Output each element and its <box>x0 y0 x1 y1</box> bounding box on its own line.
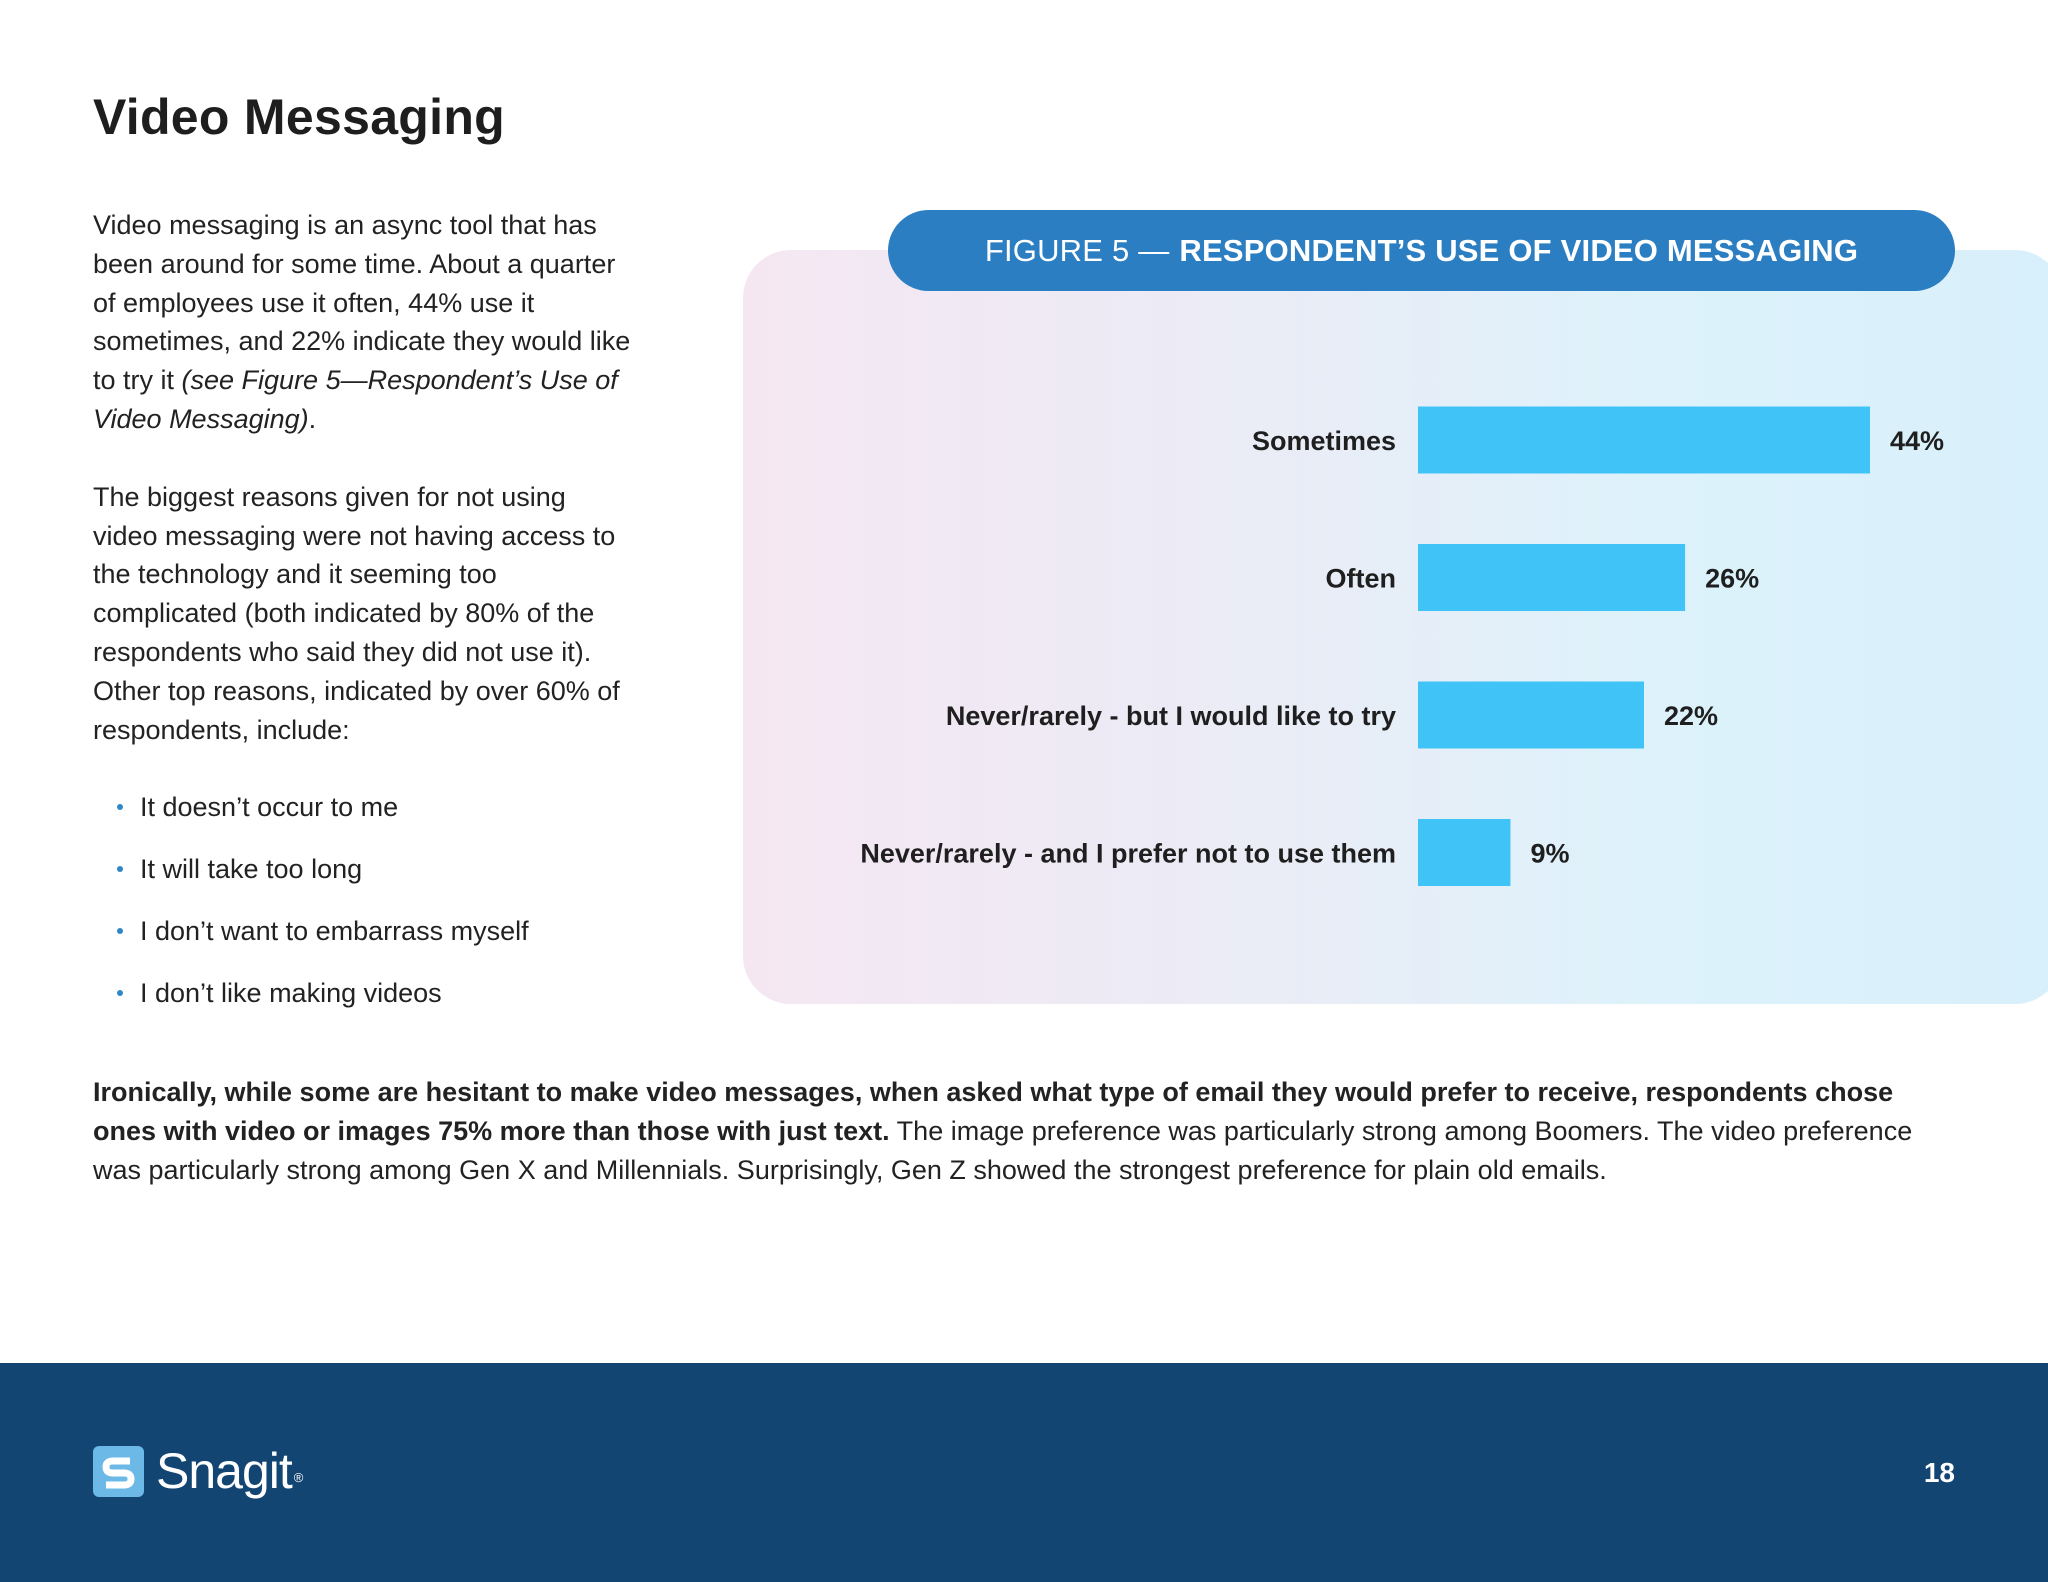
reasons-paragraph: The biggest reasons given for not using … <box>93 481 620 745</box>
reasons-list: It doesn’t occur to me It will take too … <box>93 788 633 1012</box>
list-item: It doesn’t occur to me <box>93 788 633 826</box>
category-label: Often <box>1326 564 1397 594</box>
closing-text: The image preference was particularly st… <box>93 1115 1913 1185</box>
snagit-logo-icon <box>93 1445 144 1497</box>
logo-wordmark: Snagit <box>156 1443 293 1499</box>
registered-mark: ® <box>293 1469 304 1485</box>
category-label: Sometimes <box>1252 426 1396 456</box>
closing-paragraph: Ironically, while some are hesitant to m… <box>93 1073 1913 1189</box>
category-label: Never/rarely - and I prefer not to use t… <box>860 839 1396 869</box>
logo-s-glyph <box>102 1457 135 1488</box>
intro-column: Video messaging is an async tool that ha… <box>93 206 633 1036</box>
chart-panel <box>743 250 2048 1004</box>
value-label: 9% <box>1530 839 1569 869</box>
list-item: It will take too long <box>93 850 633 888</box>
list-item-label: It doesn’t occur to me <box>140 792 399 823</box>
bar <box>1418 544 1686 611</box>
figure-banner: FIGURE 5 — RESPONDENT’S USE OF VIDEO MES… <box>888 210 1955 291</box>
bar <box>1418 681 1644 749</box>
value-label: 22% <box>1664 701 1718 731</box>
bar <box>1418 819 1511 886</box>
bar-chart: Sometimes 44% Often 26% Never/rarely - but I… <box>860 406 1944 886</box>
list-item: I don’t like making videos <box>93 974 633 1012</box>
intro-end: . <box>308 403 317 434</box>
figure-reference: (see Figure 5—Respondent’s Use of Video … <box>93 365 618 434</box>
value-label: 26% <box>1705 564 1759 594</box>
intro-paragraph: Video messaging is an async tool that ha… <box>93 206 633 439</box>
bullet-icon <box>117 866 123 873</box>
footer <box>0 1363 2048 1582</box>
list-item-label: I don’t like making videos <box>140 978 442 1009</box>
list-item-label: It will take too long <box>140 854 363 885</box>
page-title: Video Messaging <box>93 89 506 145</box>
closing-highlight: Ironically, while some are hesitant to m… <box>93 1077 1894 1146</box>
page-number: 18 <box>1923 1457 1955 1488</box>
bullet-icon <box>117 928 123 935</box>
bar <box>1418 406 1870 474</box>
snagit-logo: Snagit ® <box>93 1443 303 1499</box>
value-label: 44% <box>1890 426 1944 456</box>
intro-text: Video messaging is an async tool that ha… <box>93 210 631 396</box>
figure-title: RESPONDENT’S USE OF VIDEO MESSAGING <box>1179 232 1859 268</box>
figure-prefix: FIGURE 5 — <box>984 232 1170 268</box>
list-item: I don’t want to embarrass myself <box>93 912 633 950</box>
bullet-icon <box>117 990 123 997</box>
list-item-label: I don’t want to embarrass myself <box>140 916 529 947</box>
category-label: Never/rarely - but I would like to try <box>946 701 1396 731</box>
bullet-icon <box>117 804 123 811</box>
